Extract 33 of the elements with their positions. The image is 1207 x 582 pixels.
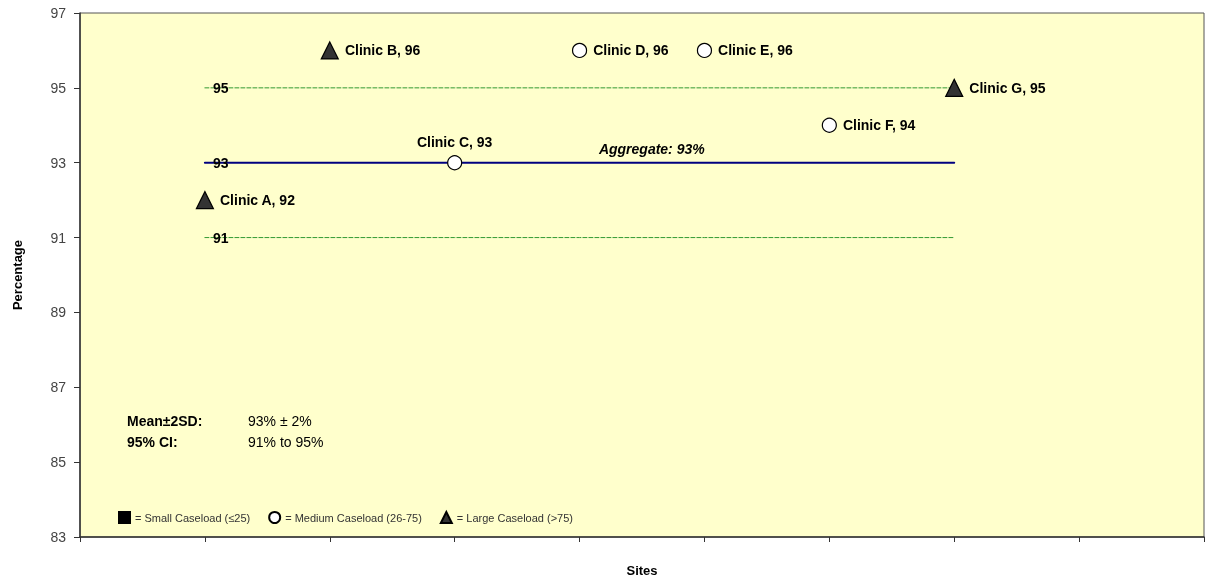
- y-tick-label: 91: [50, 229, 67, 246]
- y-tick-label: 87: [50, 379, 67, 396]
- legend-label: = Medium Caseload (26-75): [285, 511, 422, 524]
- data-label: Clinic D, 96: [593, 42, 669, 59]
- data-label: Clinic G, 95: [969, 79, 1046, 96]
- y-tick-label: 83: [50, 529, 67, 545]
- legend-label: = Large Caseload (>75): [456, 511, 574, 524]
- point: [696, 42, 713, 59]
- x-axis-title: Sites: [626, 563, 658, 578]
- y-tick-label: 89: [50, 304, 67, 321]
- data-label: Clinic A, 92: [219, 192, 296, 209]
- point: [945, 78, 964, 97]
- data-label: 95: [212, 79, 229, 96]
- data-label: Clinic B, 96: [344, 42, 421, 59]
- annotation: Mean±2SD:: [127, 413, 203, 429]
- point: [821, 117, 837, 133]
- point: [571, 42, 588, 59]
- annotation: Aggregate: 93%: [597, 140, 706, 157]
- legend-label: = Small Caseload (≤25): [135, 511, 251, 524]
- data-label: Clinic F, 94: [842, 117, 916, 134]
- point: [195, 191, 214, 210]
- y-tick-label: 85: [50, 454, 67, 471]
- point: [320, 41, 339, 60]
- annotation: 95% CI:: [127, 434, 178, 450]
- data-label: Clinic E, 96: [718, 42, 793, 59]
- annotation: 93% ± 2%: [248, 413, 312, 429]
- y-axis-title: Percentage: [10, 239, 25, 311]
- data-label: Clinic C, 93: [416, 134, 493, 151]
- y-tick-label: 97: [50, 5, 67, 21]
- y-tick-label: 93: [50, 154, 67, 171]
- y-tick-label: 95: [50, 79, 67, 96]
- annotation: 91% to 95%: [248, 434, 324, 450]
- point: [447, 155, 463, 171]
